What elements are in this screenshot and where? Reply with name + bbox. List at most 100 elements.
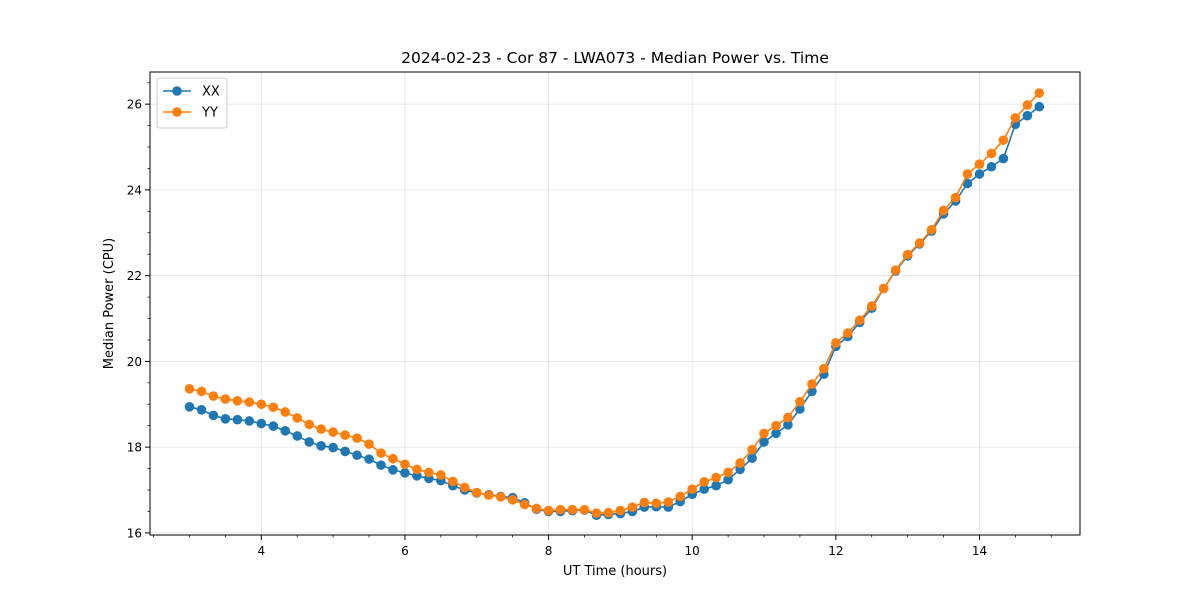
data-point [364,439,374,449]
data-point [280,407,291,417]
data-point [400,468,410,478]
data-point [711,480,721,491]
data-point [819,363,829,374]
data-point [986,148,997,159]
data-point [986,161,997,172]
data-point [220,394,231,404]
data-point [759,437,769,447]
data-point [663,497,674,507]
y-tick-label: 22 [127,269,142,283]
data-point [567,504,578,515]
data-point [376,460,386,470]
data-point [412,464,422,475]
data-point [938,205,949,216]
data-point [926,224,937,235]
y-tick-label: 20 [127,355,142,369]
y-tick-label: 18 [127,441,142,455]
data-point [795,404,805,414]
data-point [196,386,207,397]
data-point [902,249,913,260]
data-point [400,459,410,470]
data-point [771,420,781,431]
x-axis-label: UT Time (hours) [563,564,667,579]
data-point [208,410,219,421]
data-point [807,379,817,389]
data-point [699,477,709,487]
data-point [304,419,315,430]
x-tick-label: 10 [685,544,700,558]
x-tick-label: 8 [545,544,553,558]
data-point [184,384,195,394]
data-point [783,412,793,423]
data-point [878,283,889,294]
data-point [747,453,757,464]
y-tick-label: 24 [127,183,142,197]
y-tick-label: 26 [127,98,142,112]
data-point [232,396,243,406]
data-point [244,397,255,407]
data-point [196,405,207,415]
data-point [723,474,733,485]
data-point [376,448,386,458]
plot-frame [149,71,1081,536]
data-point [950,192,961,203]
data-point [1010,113,1021,123]
series-layer [184,88,1045,521]
series-yy [184,88,1045,518]
axes: 4 6 8 10 12 14 16 18 20 22 24 26 [127,82,1052,558]
data-point [340,430,350,440]
data-point [471,487,482,498]
data-point [843,328,853,338]
data-point [292,413,303,423]
data-point [184,402,195,412]
data-point [854,315,865,326]
y-axis-label: Median Power (CPU) [102,238,117,369]
data-point [448,476,458,487]
data-point [591,508,602,518]
data-point [998,153,1009,164]
data-point [519,499,530,510]
data-point [998,135,1009,145]
data-point [1022,110,1033,121]
data-point [962,169,973,179]
data-point [459,482,470,493]
data-point [424,467,434,478]
data-point [699,484,709,494]
data-point [340,446,350,457]
data-point [328,427,338,437]
data-point [759,428,769,439]
x-tick-label: 12 [828,544,843,558]
data-point [316,424,326,434]
legend: XX YY [156,77,228,129]
data-point [495,492,506,502]
grid [150,72,1080,535]
data-point [268,421,279,431]
data-point [316,441,326,451]
data-point [603,507,614,518]
y-tick-label: 16 [127,526,142,540]
data-point [1022,100,1033,110]
data-point [555,504,566,515]
data-point [388,453,398,464]
data-point [507,495,518,505]
data-point [651,498,662,509]
data-point [687,484,698,494]
data-point [615,505,626,516]
data-point [304,437,315,447]
legend-label: XX [202,85,220,100]
data-point [280,426,291,436]
data-point [831,338,841,348]
data-point [220,414,231,424]
data-point [244,416,255,426]
data-point [974,169,985,179]
chart-title: 2024-02-23 - Cor 87 - LWA073 - Median Po… [401,49,829,67]
data-point [256,399,267,410]
data-point [627,502,638,512]
data-point [771,428,781,439]
data-point [483,490,494,500]
data-point [735,458,745,468]
data-point [866,301,877,311]
x-tick-label: 14 [972,544,987,558]
data-point [232,414,243,425]
